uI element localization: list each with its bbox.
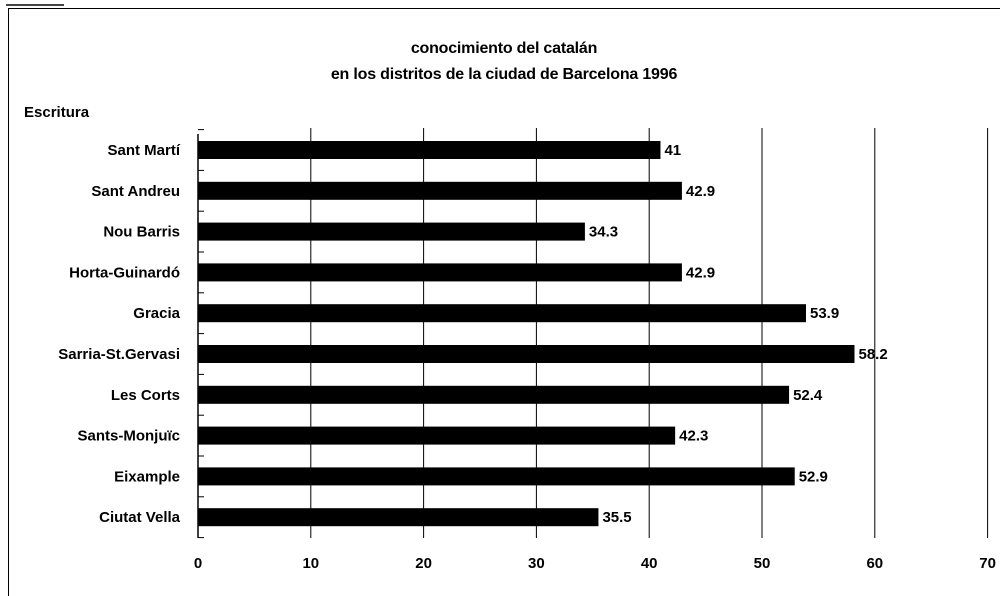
- data-label: 42.9: [686, 264, 715, 281]
- x-tick-label: 0: [194, 555, 202, 572]
- bar: [198, 426, 676, 445]
- data-label: 42.3: [679, 428, 708, 445]
- bar: [198, 508, 599, 527]
- category-label: Eixample: [114, 468, 180, 485]
- data-label: 52.9: [799, 468, 828, 485]
- bar: [198, 304, 806, 323]
- scan-mark: [6, 4, 64, 6]
- category-label: Ciutat Vella: [99, 509, 181, 526]
- category-label: Gracia: [133, 305, 180, 322]
- panel-label: Escritura: [24, 104, 90, 121]
- data-label: 35.5: [602, 509, 631, 526]
- data-label: 42.9: [686, 183, 715, 200]
- chart-title-line-1: conocimiento del catalán: [410, 40, 598, 57]
- x-tick-label: 20: [415, 555, 432, 572]
- data-label: 52.4: [793, 387, 823, 404]
- category-label: Les Corts: [111, 387, 180, 404]
- bar: [198, 345, 855, 363]
- chart-frame: [8, 8, 1000, 596]
- bar: [198, 467, 795, 486]
- data-label: 53.9: [810, 305, 839, 322]
- bar: [198, 141, 661, 159]
- x-tick-label: 30: [528, 555, 545, 572]
- category-label: Nou Barris: [103, 224, 180, 241]
- bar: [198, 222, 585, 241]
- data-label: 41: [664, 142, 681, 159]
- x-tick-label: 50: [754, 555, 771, 572]
- x-tick-label: 70: [979, 555, 996, 572]
- bar: [198, 385, 790, 404]
- data-label: 58.2: [858, 346, 887, 363]
- category-label: Horta-Guinardó: [69, 264, 180, 281]
- x-tick-label: 10: [302, 555, 319, 572]
- x-tick-label: 40: [641, 555, 658, 572]
- chart-title-line-2: en los distritos de la ciudad de Barcelo…: [330, 66, 678, 83]
- category-label: Sant Martí: [107, 142, 180, 159]
- x-tick-label: 60: [866, 555, 883, 572]
- category-label: Sarria-St.Gervasi: [58, 346, 180, 363]
- category-label: Sant Andreu: [91, 183, 180, 200]
- category-label: Sants-Monjuïc: [77, 428, 180, 445]
- data-label: 34.3: [589, 224, 618, 241]
- bar: [198, 181, 682, 200]
- bar: [198, 263, 682, 282]
